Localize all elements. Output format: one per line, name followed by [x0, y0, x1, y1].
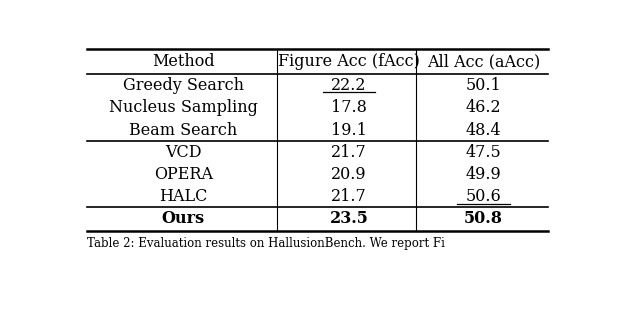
Text: Beam Search: Beam Search: [129, 122, 237, 138]
Text: 46.2: 46.2: [466, 99, 502, 116]
Text: 21.7: 21.7: [331, 144, 367, 161]
Text: 23.5: 23.5: [330, 210, 368, 227]
Text: 50.8: 50.8: [464, 210, 503, 227]
Text: 19.1: 19.1: [331, 122, 367, 138]
Text: HALC: HALC: [159, 188, 208, 205]
Text: 50.1: 50.1: [466, 77, 502, 94]
Text: 22.2: 22.2: [331, 77, 367, 94]
Text: OPERA: OPERA: [154, 166, 213, 183]
Text: 17.8: 17.8: [331, 99, 367, 116]
Text: Ours: Ours: [162, 210, 205, 227]
Text: 20.9: 20.9: [331, 166, 367, 183]
Text: 49.9: 49.9: [466, 166, 502, 183]
Text: VCD: VCD: [165, 144, 202, 161]
Text: Figure Acc (fAcc): Figure Acc (fAcc): [278, 53, 420, 70]
Text: 47.5: 47.5: [466, 144, 502, 161]
Text: 48.4: 48.4: [466, 122, 502, 138]
Text: Nucleus Sampling: Nucleus Sampling: [108, 99, 258, 116]
Text: Greedy Search: Greedy Search: [123, 77, 244, 94]
Text: Table 2: Evaluation results on HallusionBench. We report Fi: Table 2: Evaluation results on Hallusion…: [87, 237, 445, 250]
Text: Method: Method: [152, 53, 215, 70]
Text: All Acc (aAcc): All Acc (aAcc): [427, 53, 540, 70]
Text: 21.7: 21.7: [331, 188, 367, 205]
Text: 50.6: 50.6: [466, 188, 502, 205]
